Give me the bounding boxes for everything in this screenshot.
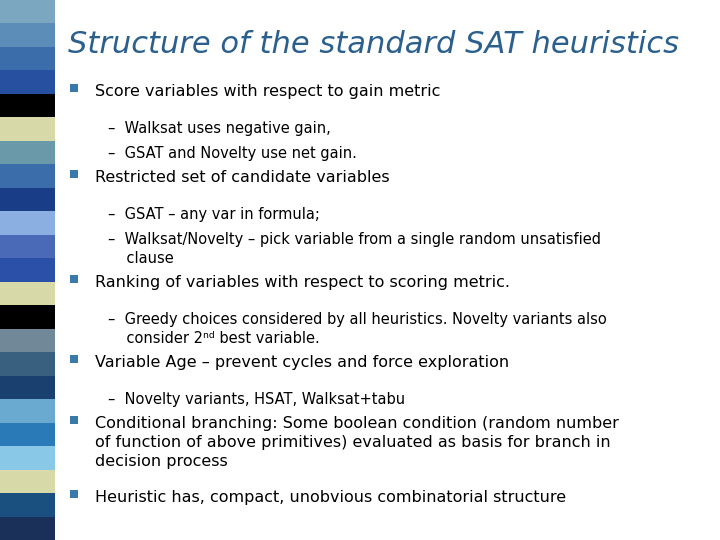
Bar: [0, 70, 55, 94]
Text: Score variables with respect to gain metric: Score variables with respect to gain met…: [95, 84, 441, 99]
Bar: [0, 94, 55, 117]
Bar: [0, 305, 55, 329]
Bar: [0, 211, 55, 235]
Text: Structure of the standard SAT heuristics: Structure of the standard SAT heuristics: [68, 30, 679, 59]
Bar: [0, 23, 55, 47]
Text: Variable Age – prevent cycles and force exploration: Variable Age – prevent cycles and force …: [95, 355, 509, 370]
Bar: [0, 493, 55, 517]
Bar: [70, 275, 78, 283]
Bar: [70, 416, 78, 424]
Bar: [0, 141, 55, 164]
Text: –  GSAT and Novelty use net gain.: – GSAT and Novelty use net gain.: [108, 146, 357, 161]
Bar: [0, 470, 55, 493]
Bar: [0, 258, 55, 282]
Text: Conditional branching: Some boolean condition (random number
of function of abov: Conditional branching: Some boolean cond…: [95, 416, 619, 469]
Text: Heuristic has, compact, unobvious combinatorial structure: Heuristic has, compact, unobvious combin…: [95, 490, 566, 505]
Bar: [0, 329, 55, 352]
Text: –  Walksat/Novelty – pick variable from a single random unsatisfied
    clause: – Walksat/Novelty – pick variable from a…: [108, 232, 601, 266]
Bar: [0, 0, 55, 23]
Bar: [0, 423, 55, 446]
Text: –  Greedy choices considered by all heuristics. Novelty variants also
    consid: – Greedy choices considered by all heuri…: [108, 312, 607, 346]
Bar: [0, 47, 55, 70]
Bar: [0, 446, 55, 470]
Bar: [70, 490, 78, 498]
Bar: [70, 355, 78, 363]
Text: –  Novelty variants, HSAT, Walksat+tabu: – Novelty variants, HSAT, Walksat+tabu: [108, 392, 405, 407]
Text: –  Walksat uses negative gain,: – Walksat uses negative gain,: [108, 121, 330, 136]
Text: –  GSAT – any var in formula;: – GSAT – any var in formula;: [108, 207, 320, 222]
Bar: [0, 117, 55, 141]
Bar: [70, 170, 78, 178]
Bar: [70, 84, 78, 92]
Bar: [0, 164, 55, 188]
Bar: [0, 399, 55, 423]
Bar: [0, 517, 55, 540]
Bar: [0, 376, 55, 399]
Bar: [0, 352, 55, 376]
Bar: [0, 282, 55, 305]
Text: Ranking of variables with respect to scoring metric.: Ranking of variables with respect to sco…: [95, 275, 510, 290]
Bar: [0, 188, 55, 211]
Bar: [0, 235, 55, 258]
Text: Restricted set of candidate variables: Restricted set of candidate variables: [95, 170, 390, 185]
